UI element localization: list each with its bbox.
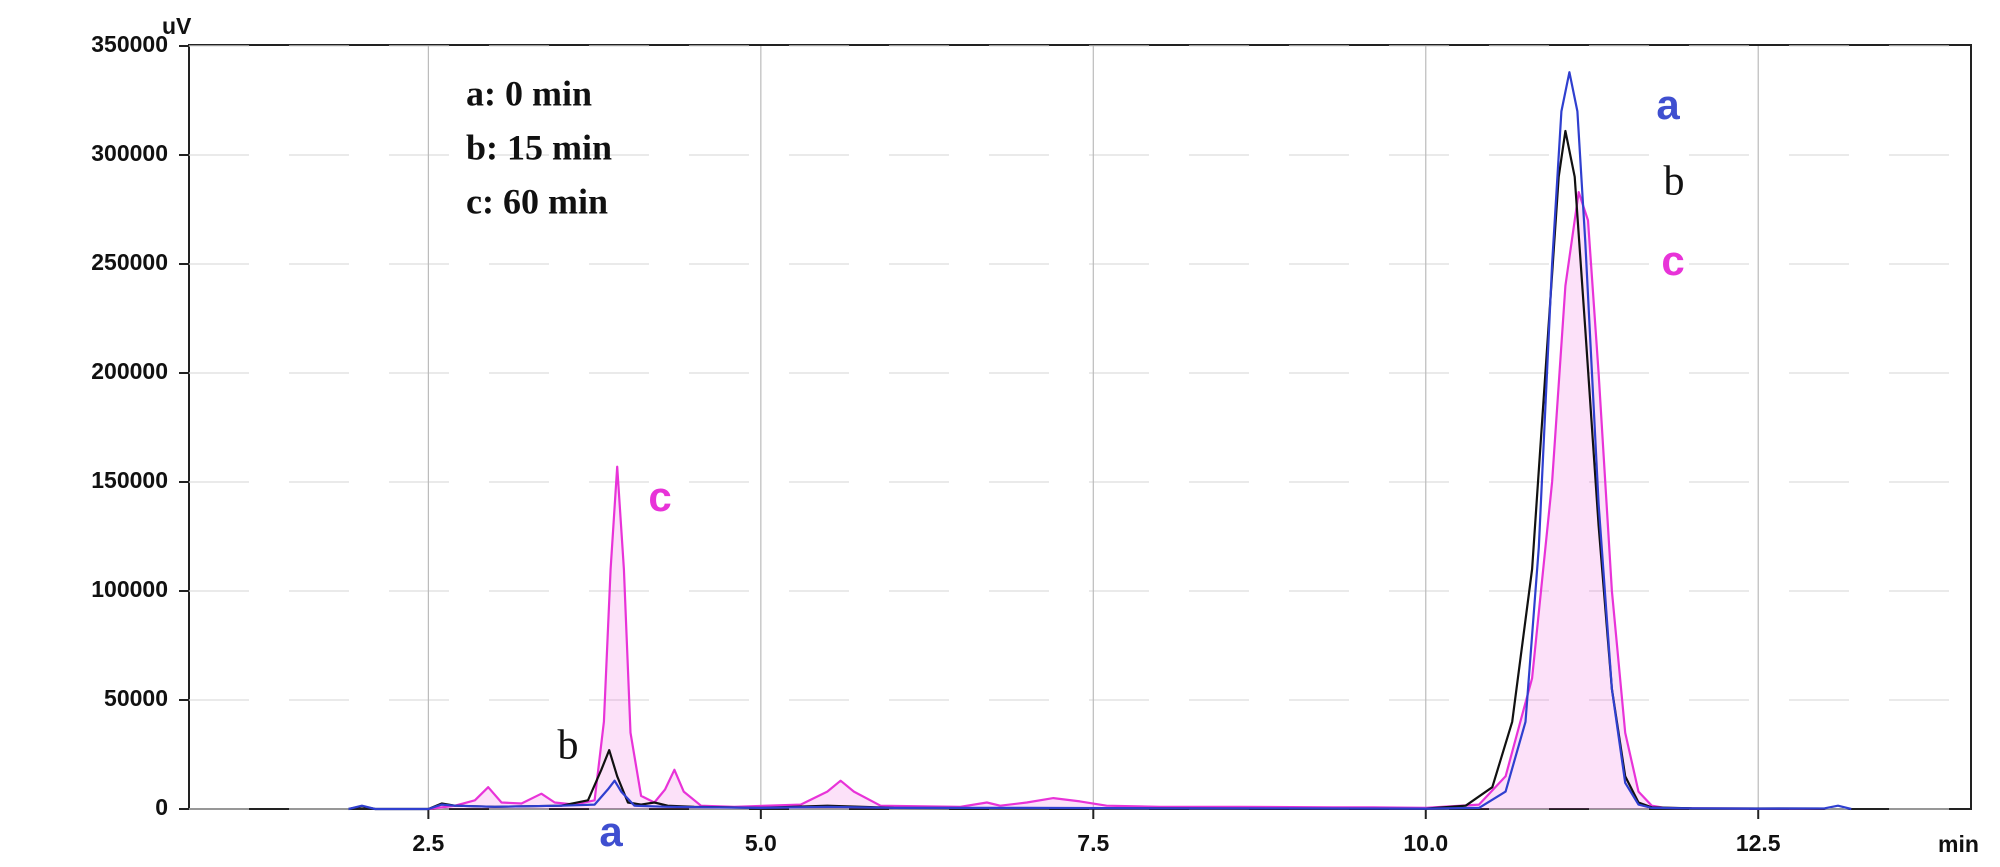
peak-label: b	[1664, 159, 1685, 205]
y-tick-label: 300000	[91, 140, 168, 166]
x-tick-label: 2.5	[412, 830, 444, 856]
peak-label: c	[648, 473, 671, 520]
x-tick-label: 7.5	[1077, 830, 1109, 856]
y-tick-label: 150000	[91, 467, 168, 493]
legend-entry: a: 0 min	[466, 73, 592, 113]
legend-entry: b: 15 min	[466, 127, 612, 167]
x-tick-label: 12.5	[1736, 830, 1781, 856]
x-tick-label: 10.0	[1403, 830, 1448, 856]
y-tick-label: 0	[155, 794, 168, 820]
x-axis-label: min	[1938, 831, 1979, 857]
y-axis-label: uV	[162, 13, 192, 39]
peak-label: b	[558, 723, 579, 769]
line	[428, 191, 1825, 811]
legend-entry: c: 60 min	[466, 181, 608, 221]
line	[348, 71, 1852, 811]
plot-frame	[188, 44, 1972, 810]
peak-label: a	[599, 808, 623, 855]
peak-label: c	[1661, 237, 1684, 284]
x-tick-label: 5.0	[745, 830, 777, 856]
y-tick-label: 250000	[91, 249, 168, 275]
y-tick-label: 50000	[104, 685, 168, 711]
peak-label: a	[1656, 81, 1680, 128]
y-tick-label: 100000	[91, 576, 168, 602]
y-tick-label: 350000	[91, 31, 168, 57]
y-tick-label: 200000	[91, 358, 168, 384]
